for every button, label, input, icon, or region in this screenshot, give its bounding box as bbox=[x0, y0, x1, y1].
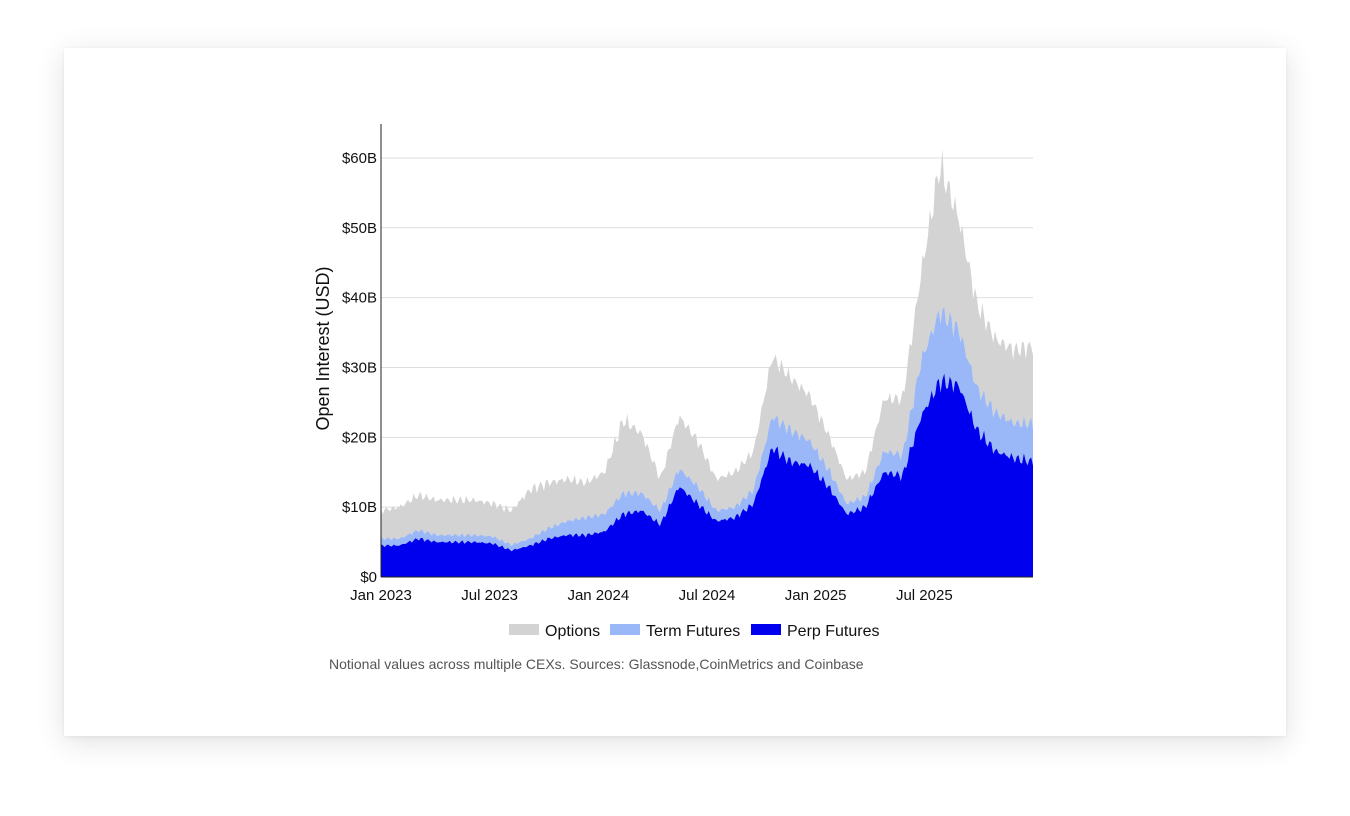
x-tick-label: Jan 2025 bbox=[785, 587, 847, 604]
legend-label: Perp Futures bbox=[787, 623, 879, 640]
source-note: Notional values across multiple CEXs. So… bbox=[329, 656, 864, 672]
area-term-futures bbox=[381, 307, 1033, 552]
y-tick-label: $20B bbox=[342, 429, 377, 446]
x-tick-label: Jul 2025 bbox=[896, 587, 953, 604]
x-tick-label: Jul 2023 bbox=[461, 587, 518, 604]
y-tick-label: $10B bbox=[342, 499, 377, 516]
area-perp-futures bbox=[381, 373, 1033, 577]
legend-label: Term Futures bbox=[646, 623, 740, 640]
legend: Options Term Futures Perp Futures bbox=[509, 623, 879, 640]
legend-label: Options bbox=[545, 623, 600, 640]
chart: $0 $10B $20B $30B $40B $50B $60B Jan 2023 Jul 2… bbox=[313, 124, 1033, 672]
area-options bbox=[381, 148, 1033, 546]
y-tick-label: $50B bbox=[342, 220, 377, 237]
legend-swatch bbox=[509, 624, 539, 635]
y-tick-label: $30B bbox=[342, 359, 377, 376]
x-tick-label: Jan 2024 bbox=[567, 587, 629, 604]
x-tick-label: Jul 2024 bbox=[679, 587, 736, 604]
x-tick-label: Jan 2023 bbox=[350, 587, 412, 604]
y-tick-label: $60B bbox=[342, 150, 377, 167]
legend-swatch bbox=[610, 624, 640, 635]
y-tick-label: $0 bbox=[360, 569, 377, 586]
legend-swatch bbox=[751, 624, 781, 635]
y-tick-label: $40B bbox=[342, 290, 377, 307]
chart-card: $0 $10B $20B $30B $40B $50B $60B Jan 2023 Jul 2… bbox=[64, 48, 1286, 736]
y-axis-label: Open Interest (USD) bbox=[313, 266, 333, 430]
